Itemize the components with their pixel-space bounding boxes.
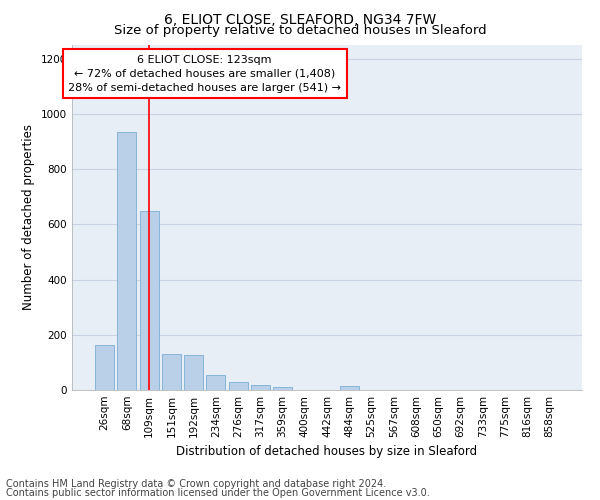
Bar [140,210,158,390]
Bar [229,382,248,390]
Bar [162,354,181,390]
Bar [118,132,136,390]
X-axis label: Distribution of detached houses by size in Sleaford: Distribution of detached houses by size … [176,446,478,458]
Text: Contains public sector information licensed under the Open Government Licence v3: Contains public sector information licen… [6,488,430,498]
Bar [206,375,225,390]
Text: Size of property relative to detached houses in Sleaford: Size of property relative to detached ho… [113,24,487,37]
Text: 6 ELIOT CLOSE: 123sqm
← 72% of detached houses are smaller (1,408)
28% of semi-d: 6 ELIOT CLOSE: 123sqm ← 72% of detached … [68,54,341,92]
Bar [95,345,114,390]
Bar [273,387,292,390]
Text: 6, ELIOT CLOSE, SLEAFORD, NG34 7FW: 6, ELIOT CLOSE, SLEAFORD, NG34 7FW [164,12,436,26]
Bar [251,385,270,390]
Text: Contains HM Land Registry data © Crown copyright and database right 2024.: Contains HM Land Registry data © Crown c… [6,479,386,489]
Y-axis label: Number of detached properties: Number of detached properties [22,124,35,310]
Bar [184,354,203,390]
Bar [340,386,359,390]
